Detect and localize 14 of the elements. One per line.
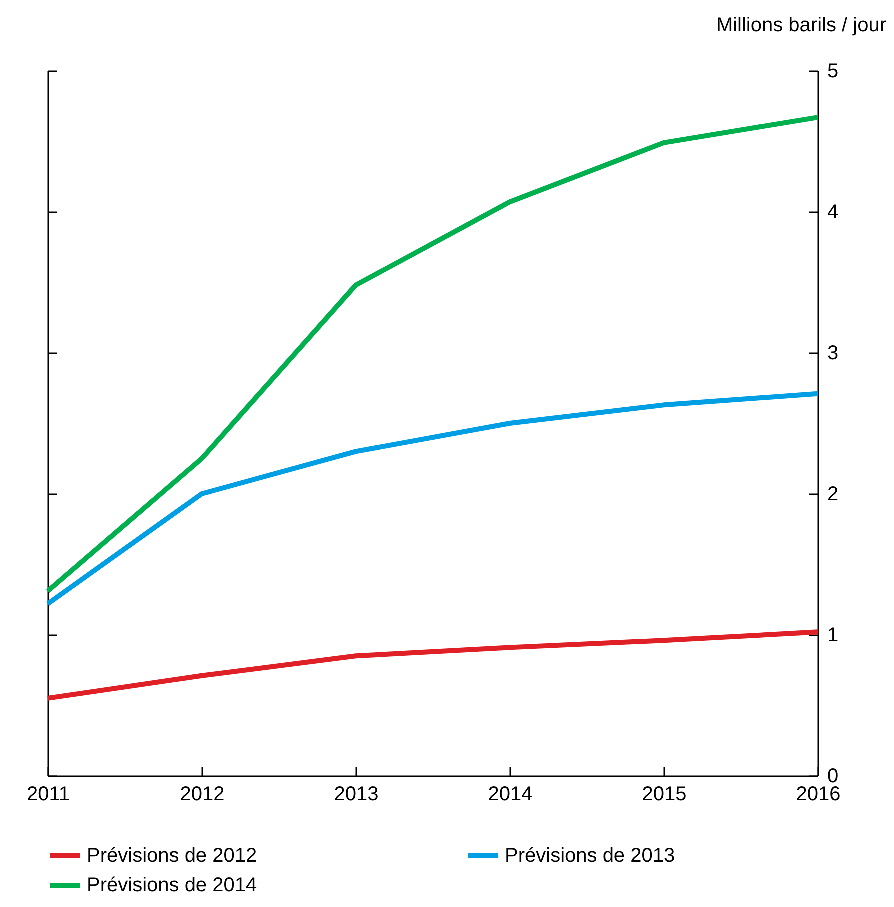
legend-label: Prévisions de 2014 bbox=[87, 874, 258, 896]
y-tick-label: 4 bbox=[828, 202, 839, 224]
y-tick-label: 3 bbox=[828, 342, 839, 364]
y-tick-label: 5 bbox=[828, 60, 839, 82]
x-tick-label: 2012 bbox=[180, 784, 225, 806]
x-tick-label: 2015 bbox=[642, 784, 687, 806]
legend-label: Prévisions de 2013 bbox=[505, 844, 676, 867]
legend-label: Prévisions de 2012 bbox=[87, 844, 258, 867]
y-axis-title: Millions barils / jour bbox=[716, 14, 887, 36]
y-tick-label: 1 bbox=[828, 624, 839, 646]
x-tick-label: 2013 bbox=[334, 784, 379, 806]
x-tick-label: 2011 bbox=[26, 784, 70, 806]
x-tick-label: 2014 bbox=[488, 784, 533, 806]
y-tick-label: 2 bbox=[828, 484, 839, 506]
